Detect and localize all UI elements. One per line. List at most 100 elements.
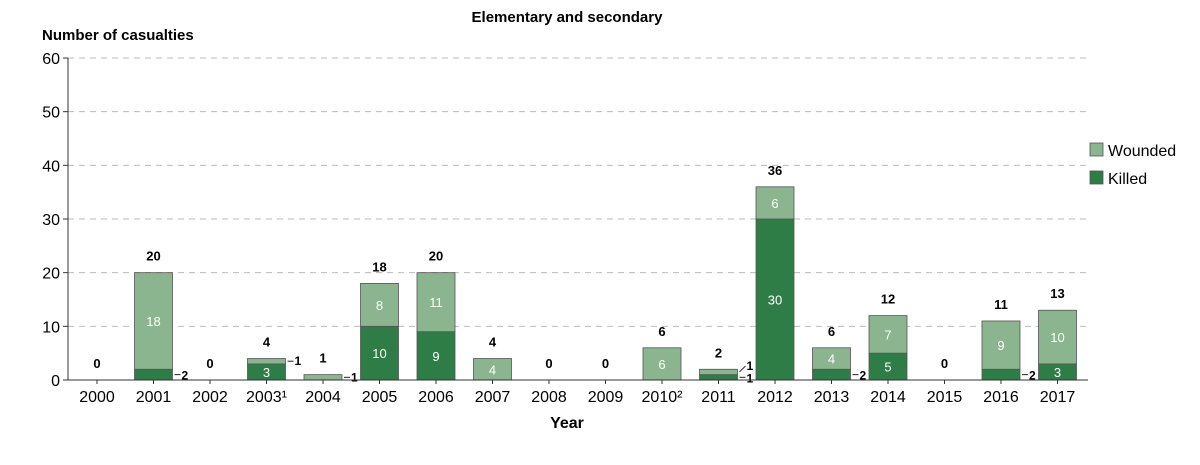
y-axis-label: Number of casualties (42, 27, 194, 44)
killed-value-label: 1 (747, 371, 754, 385)
bar-segment-wounded (981, 320, 1021, 370)
bar-segment-wounded (868, 315, 908, 354)
bar-segment-killed (699, 374, 738, 381)
killed-value-label: 3 (263, 365, 270, 380)
total-value-label: 13 (1050, 286, 1064, 301)
total-value-label: 20 (146, 249, 160, 264)
x-tick-label: 2015 (927, 389, 963, 406)
bar-segment-wounded (642, 347, 682, 381)
total-value-label: 0 (602, 356, 609, 371)
gridlines (68, 57, 1088, 327)
wounded-value-label: 6 (771, 196, 778, 211)
total-value-label: 4 (489, 335, 497, 350)
total-value-label: 36 (768, 163, 782, 178)
x-tick-label: 2016 (983, 389, 1019, 406)
y-tick-label: 50 (42, 105, 60, 122)
killed-value-label: 3 (1054, 365, 1061, 380)
bar-segment-wounded (360, 282, 399, 327)
total-value-label: 11 (994, 297, 1008, 312)
chart-title: Elementary and secondary (472, 9, 664, 26)
killed-value-label: 10 (372, 346, 386, 361)
total-value-label: 18 (372, 259, 386, 274)
killed-value-label: 9 (432, 349, 439, 364)
total-value-label: 12 (881, 292, 895, 307)
bar-segment-wounded (755, 186, 795, 220)
x-tick-label: 2009 (588, 389, 624, 406)
x-tick-label: 2004 (305, 389, 341, 406)
y-tick-label: 20 (42, 266, 60, 283)
bar-segment-killed (812, 368, 851, 381)
x-tick-label: 2000 (79, 389, 115, 406)
bar-segment-killed (868, 352, 908, 381)
bar-segment-wounded (134, 272, 173, 370)
bar-segment-wounded (1038, 309, 1077, 365)
killed-value-label: 2 (1029, 369, 1036, 383)
wounded-value-label: 1 (351, 370, 358, 384)
y-tick-label: 30 (42, 212, 60, 229)
legend-label-killed: Killed (1108, 171, 1147, 188)
total-value-label: 6 (828, 324, 835, 339)
bar-segment-wounded (699, 368, 738, 376)
total-value-label: 6 (658, 324, 665, 339)
bar-segment-wounded (416, 272, 456, 333)
legend-swatch-killed (1089, 170, 1104, 185)
x-tick-label: 2007 (475, 389, 511, 406)
callout-line (739, 365, 746, 373)
x-tick-label: 2002 (192, 389, 228, 406)
bar-segment-killed (755, 218, 795, 381)
wounded-value-label: 8 (376, 298, 383, 313)
y-tick-label: 60 (42, 51, 60, 68)
wounded-value-label: 11 (429, 295, 443, 310)
bar-segment-killed (981, 368, 1021, 381)
legend-swatch-wounded (1089, 142, 1104, 157)
wounded-value-label: 1 (295, 354, 302, 368)
wounded-value-label: 18 (146, 314, 160, 329)
total-value-label: 4 (263, 335, 271, 350)
total-value-label: 0 (206, 356, 213, 371)
bar-segment-killed (360, 325, 399, 381)
killed-value-label: 5 (884, 360, 891, 375)
total-value-label: 0 (93, 356, 100, 371)
wounded-value-label: 7 (884, 327, 891, 342)
x-tick-label: 2008 (531, 389, 567, 406)
wounded-value-label: 10 (1050, 330, 1064, 345)
legend: Wounded Killed (1089, 142, 1176, 188)
wounded-value-label: 4 (828, 352, 835, 367)
x-axis-ticks: 2000 2001 2002 2003¹ 2004 2005 2006 2007 2008 200… (79, 380, 1075, 406)
total-value-label: 2 (715, 345, 722, 360)
x-tick-label: 2003¹ (246, 389, 287, 406)
x-tick-label: 2011 (701, 389, 736, 406)
x-tick-label: 2017 (1040, 389, 1076, 406)
total-value-label: 20 (429, 249, 443, 264)
y-tick-label: 0 (51, 373, 60, 390)
killed-value-label: 30 (768, 293, 782, 308)
total-value-label: 0 (941, 356, 948, 371)
x-tick-label: 2006 (418, 389, 454, 406)
total-value-label: 0 (545, 356, 552, 371)
bar-segment-killed (134, 368, 173, 381)
x-axis-label: Year (550, 415, 584, 432)
killed-value-label: 2 (860, 369, 867, 383)
y-tick-label: 40 (42, 158, 60, 175)
x-tick-label: 2001 (136, 389, 172, 406)
bar-segment-wounded (303, 374, 343, 381)
x-tick-label: 2005 (362, 389, 398, 406)
x-tick-label: 2013 (814, 389, 850, 406)
wounded-value-label: 6 (658, 357, 665, 372)
total-value-label: 1 (319, 351, 326, 366)
x-tick-label: 2010² (642, 389, 684, 406)
y-tick-label: 10 (42, 319, 60, 336)
bar-segment-wounded (812, 347, 851, 370)
x-tick-label: 2014 (870, 389, 906, 406)
bar-segment-wounded (247, 358, 286, 365)
wounded-value-label: 1 (747, 359, 754, 373)
y-axis-ticks: 0 10 20 30 40 50 60 (42, 51, 68, 390)
x-tick-label: 2012 (757, 389, 793, 406)
legend-label-wounded: Wounded (1108, 143, 1176, 160)
wounded-value-label: 4 (489, 362, 496, 377)
bar-segment-killed (416, 331, 456, 381)
wounded-value-label: 9 (997, 338, 1004, 353)
killed-value-label: 2 (182, 369, 189, 383)
